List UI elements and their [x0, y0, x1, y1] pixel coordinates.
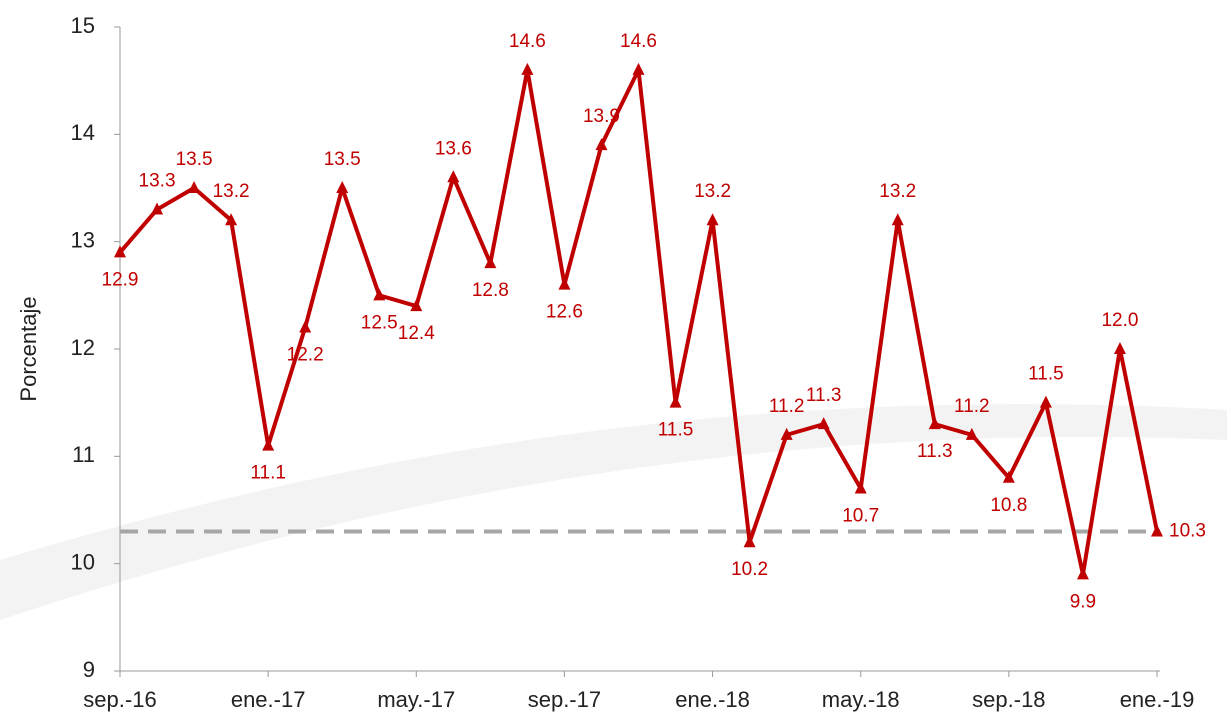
- marker: [151, 202, 164, 215]
- data-label: 14.6: [620, 31, 657, 52]
- marker: [669, 395, 682, 408]
- y-tick-label: 11: [72, 442, 95, 467]
- y-tick-label: 15: [71, 13, 95, 38]
- data-label: 11.2: [769, 396, 805, 417]
- marker: [225, 213, 238, 226]
- y-tick-label: 12: [71, 335, 95, 360]
- data-label: 10.8: [990, 495, 1027, 516]
- x-tick-label: sep.-17: [528, 687, 601, 712]
- data-label: 11.3: [806, 385, 842, 406]
- x-tick-label: ene.-19: [1120, 687, 1195, 712]
- data-label: 13.2: [213, 181, 250, 202]
- x-tick-label: sep.-18: [972, 687, 1045, 712]
- marker: [336, 181, 349, 193]
- data-label: 12.8: [472, 280, 509, 301]
- marker: [188, 181, 201, 193]
- data-label: 13.2: [879, 181, 916, 202]
- marker: [817, 417, 830, 430]
- marker: [521, 62, 534, 75]
- marker: [780, 427, 793, 440]
- marker: [706, 213, 719, 226]
- data-label: 13.6: [435, 138, 472, 159]
- data-label: 11.5: [658, 420, 694, 441]
- data-label: 11.3: [917, 441, 953, 462]
- data-label: 12.2: [287, 345, 324, 366]
- marker: [632, 62, 645, 75]
- marker: [891, 213, 904, 226]
- y-axis-label: Porcentaje: [16, 296, 41, 401]
- data-label: 11.2: [954, 396, 990, 417]
- marker: [1039, 395, 1052, 408]
- x-tick-label: ene.-18: [675, 687, 750, 712]
- data-label: 13.2: [694, 181, 731, 202]
- marker: [447, 170, 460, 183]
- data-label: 12.4: [398, 323, 435, 344]
- marker: [743, 535, 756, 548]
- marker: [262, 438, 275, 451]
- marker: [410, 299, 423, 312]
- marker: [595, 138, 608, 151]
- data-label: 9.9: [1070, 591, 1096, 612]
- marker: [299, 320, 312, 333]
- marker: [1076, 567, 1089, 580]
- data-label: 11.1: [250, 463, 286, 484]
- x-tick-label: may.-17: [377, 687, 455, 712]
- y-tick-label: 14: [71, 120, 95, 145]
- marker: [928, 417, 941, 430]
- data-label: 12.0: [1101, 310, 1138, 331]
- background-swoosh: [0, 404, 1227, 620]
- marker: [484, 256, 497, 269]
- data-label: 12.6: [546, 302, 583, 323]
- marker: [114, 245, 126, 258]
- data-label: 13.5: [176, 149, 213, 170]
- y-tick-label: 13: [71, 227, 95, 252]
- data-label: 13.3: [139, 170, 176, 191]
- x-tick-label: may.-18: [822, 687, 900, 712]
- y-tick-label: 10: [71, 549, 95, 574]
- data-label: 12.5: [361, 312, 398, 333]
- y-tick-label: 9: [83, 657, 95, 682]
- x-tick-label: sep.-16: [83, 687, 156, 712]
- marker: [965, 427, 978, 440]
- marker: [854, 481, 867, 494]
- marker: [373, 288, 386, 301]
- marker: [1113, 342, 1126, 354]
- data-label: 10.3: [1169, 520, 1206, 541]
- data-label: 14.6: [509, 31, 546, 52]
- data-label: 10.7: [842, 506, 879, 527]
- marker: [558, 277, 571, 290]
- marker: [1151, 524, 1163, 537]
- data-label: 13.5: [324, 149, 361, 170]
- marker: [1002, 470, 1015, 483]
- data-label: 12.9: [102, 269, 139, 290]
- data-label: 11.5: [1028, 364, 1064, 385]
- data-label: 13.9: [583, 106, 620, 127]
- x-tick-label: ene.-17: [231, 687, 306, 712]
- data-label: 10.2: [731, 559, 768, 580]
